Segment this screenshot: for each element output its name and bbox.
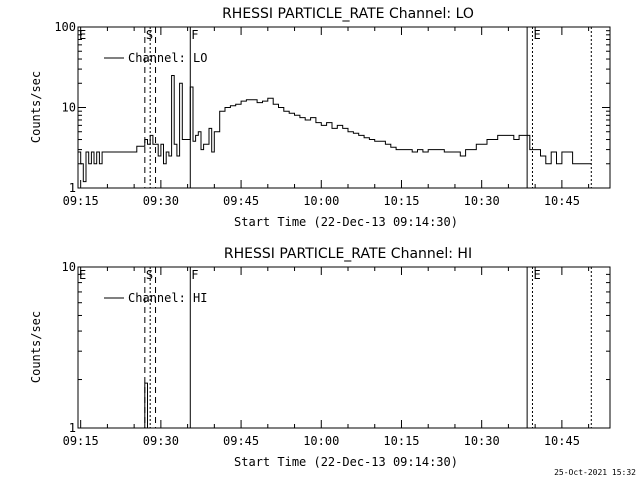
y-tick-label: 1: [69, 421, 76, 435]
x-tick-label: 09:45: [223, 194, 259, 208]
x-tick-label: 10:00: [303, 194, 339, 208]
marker-label: E: [79, 28, 86, 42]
x-tick-label: 09:15: [63, 194, 99, 208]
x-ticks-lo: 09:15 09:30 09:45 10:00 10:15 10:30 10:45: [63, 27, 590, 208]
marker-label: E: [533, 28, 540, 42]
y-tick-label: 1: [69, 181, 76, 195]
x-axis-label-lo: Start Time (22-Dec-13 09:14:30): [234, 215, 458, 229]
series-line-lo: [78, 75, 592, 183]
y-ticks-lo: 1 10 100: [54, 20, 610, 195]
x-tick-label: 09:30: [143, 194, 179, 208]
legend-label-hi: Channel: HI: [128, 291, 207, 305]
x-axis-label-hi: Start Time (22-Dec-13 09:14:30): [234, 455, 458, 469]
y-axis-label-hi: Counts/sec: [29, 311, 43, 383]
marker-label: S: [146, 28, 153, 42]
x-tick-label: 09:45: [223, 434, 259, 448]
marker-label: F: [191, 268, 198, 282]
y-tick-label: 10: [62, 101, 76, 115]
footer-timestamp: 25-Oct-2021 15:32: [554, 468, 636, 477]
marker-label: E: [79, 268, 86, 282]
legend-lo: Channel: LO: [104, 51, 207, 65]
marker-label: S: [146, 268, 153, 282]
y-ticks-hi: 1 10: [62, 260, 610, 435]
y-axis-label-lo: Counts/sec: [29, 71, 43, 143]
x-tick-label: 10:45: [544, 434, 580, 448]
y-tick-label: 10: [62, 260, 76, 274]
x-ticks-hi: 09:15 09:30 09:45 10:00 10:15 10:30 10:45: [63, 267, 590, 448]
legend-label-lo: Channel: LO: [128, 51, 207, 65]
marker-label: F: [191, 28, 198, 42]
x-tick-label: 10:00: [303, 434, 339, 448]
x-tick-label: 09:30: [143, 434, 179, 448]
chart-title-hi: RHESSI PARTICLE_RATE Channel: HI: [224, 246, 472, 262]
x-tick-label: 10:15: [383, 434, 419, 448]
x-tick-label: 10:15: [383, 194, 419, 208]
x-tick-label: 10:30: [464, 434, 500, 448]
x-tick-label: 09:15: [63, 434, 99, 448]
legend-hi: Channel: HI: [104, 291, 207, 305]
y-tick-label: 100: [54, 20, 76, 34]
series-line-hi: [142, 382, 151, 429]
marker-label: E: [533, 268, 540, 282]
chart-title-lo: RHESSI PARTICLE_RATE Channel: LO: [222, 6, 474, 22]
x-tick-label: 10:45: [544, 194, 580, 208]
x-tick-label: 10:30: [464, 194, 500, 208]
